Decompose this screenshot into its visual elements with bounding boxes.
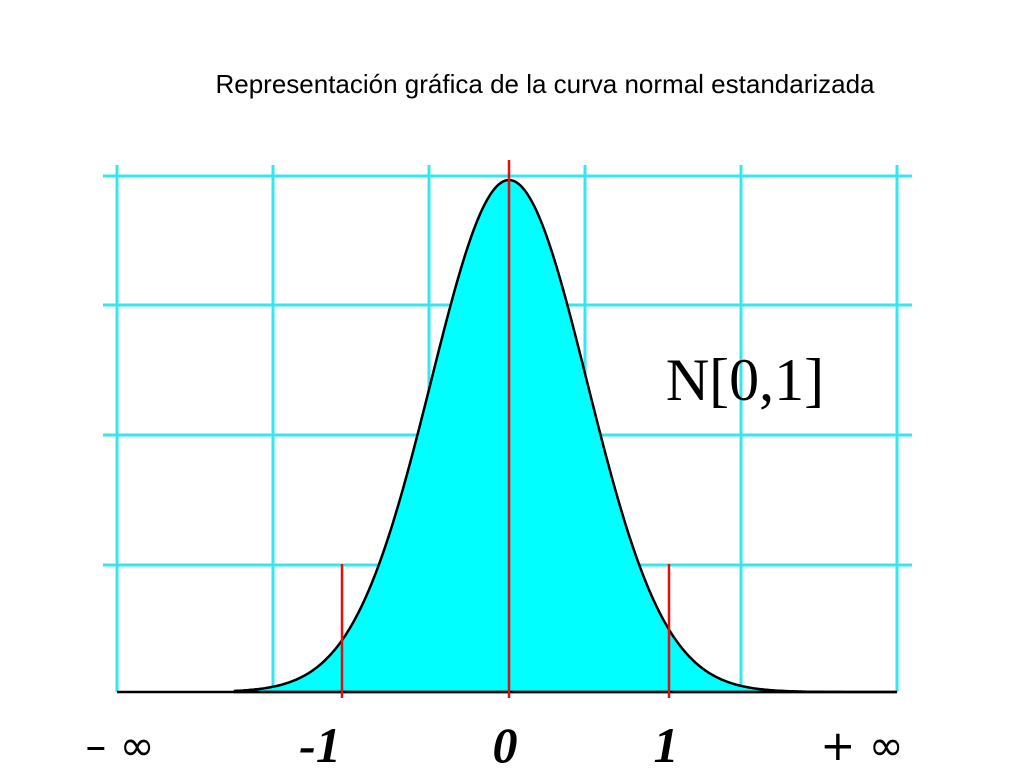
x-label: 1 [654, 717, 679, 768]
x-label: 0 [493, 717, 518, 768]
annotation: N[0,1] [666, 347, 824, 413]
x-label: – ∞ [85, 721, 154, 768]
title: Representación gráfica de la curva norma… [215, 69, 875, 99]
x-label: -1 [299, 717, 341, 768]
x-label: + ∞ [820, 721, 904, 768]
